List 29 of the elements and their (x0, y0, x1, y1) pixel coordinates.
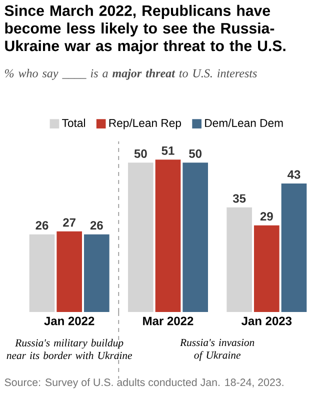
bar (226, 207, 252, 312)
data-label: 51 (162, 146, 174, 155)
legend-label: Dem/Lean Dem (205, 118, 283, 128)
data-label: 27 (63, 218, 76, 227)
data-label: 43 (288, 170, 300, 179)
text: Russia's invasion of Ukraine (180, 338, 254, 361)
legend-label: Rep/Lean Rep (109, 118, 182, 130)
data-label: 35 (232, 194, 246, 203)
data-label: 50 (134, 149, 147, 158)
x-tick-label: Mar 2022 (143, 316, 194, 326)
bar (182, 162, 208, 312)
bar (155, 160, 181, 312)
bar (281, 184, 307, 312)
bar (29, 234, 55, 312)
data-label: 50 (189, 149, 202, 158)
data-label: 29 (260, 212, 273, 221)
chart-title: Since March 2022, Republicans have become less likely to see the Russia-Ukraine war as major threat to the U.S. (4, 4, 286, 54)
x-tick-label: Jan 2023 (242, 316, 292, 326)
chart-subtitle: % who say ____ is a major threat to U.S. interests (4, 68, 257, 80)
bar (84, 234, 110, 312)
data-label: 26 (36, 221, 48, 230)
bar (254, 225, 280, 312)
bar (56, 231, 82, 312)
source-note: Source: Survey of U.S. adults conducted Jan. 18-24, 2023. (4, 378, 284, 388)
text: Russia's military buildup near its border with Ukraine (6, 338, 132, 360)
bar (128, 162, 154, 312)
legend-label: Total (62, 118, 85, 128)
x-tick-label: Jan 2022 (44, 316, 94, 326)
data-label: 26 (90, 221, 103, 230)
